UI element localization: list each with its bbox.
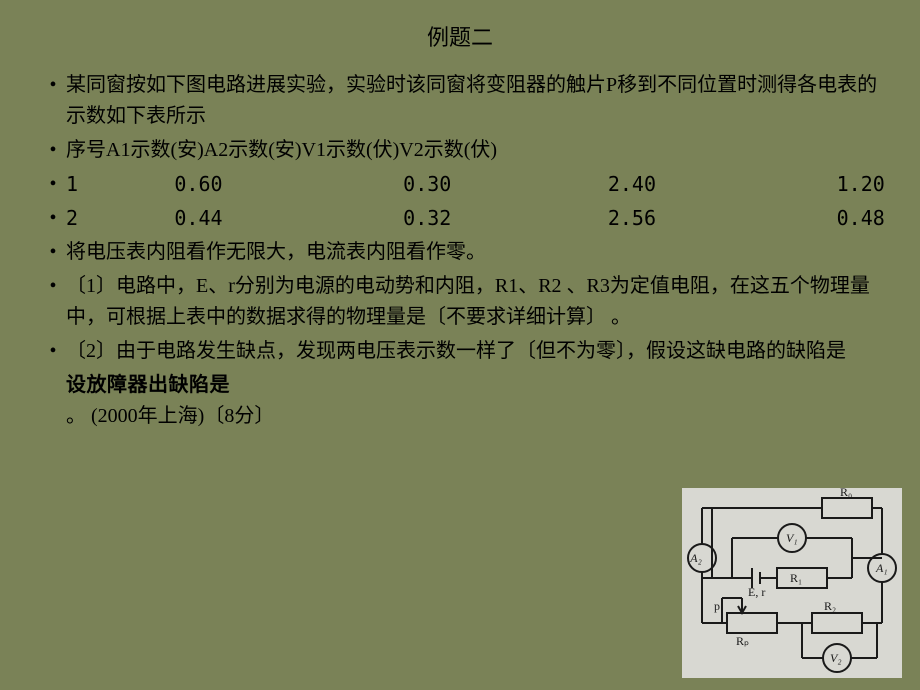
bullet-item: • 序号A1示数(安)A2示数(安)V1示数(伏)V2示数(伏) [40,135,880,166]
bullet-dot: • [40,203,66,234]
slide: 例题二 • 某同窗按如下图电路进展实验，实验时该同窗将变阻器的触片P移到不同位置… [0,0,920,690]
source-year: 。 (2000年上海)〔8分〕 [66,401,880,432]
bullet-text: 序号A1示数(安)A2示数(安)V1示数(伏)V2示数(伏) [66,135,880,166]
bullet-text: 将电压表内阻看作无限大，电流表内阻看作零。 [66,237,880,268]
bullet-text: 〔1〕电路中，E、r分别为电源的电动势和内阻，R1、R2 、R3为定值电阻，在这… [66,271,880,333]
bullet-item: • 将电压表内阻看作无限大，电流表内阻看作零。 [40,237,880,268]
slide-content: • 某同窗按如下图电路进展实验，实验时该同窗将变阻器的触片P移到不同位置时测得各… [40,70,880,432]
label-a1: A₁ [875,561,888,575]
data-row-1: 1 0.60 0.30 2.40 1.20 [66,169,885,200]
label-r2: R₂ [824,599,836,613]
overlap-text: 设放障器出缺陷是 [66,370,880,401]
bullet-dot: • [40,70,66,101]
bullet-dot: • [40,237,66,268]
bullet-item: • 〔1〕电路中，E、r分别为电源的电动势和内阻，R1、R2 、R3为定值电阻，… [40,271,880,333]
data-row-2: 2 0.44 0.32 2.56 0.48 [66,203,885,234]
bullet-dot: • [40,135,66,166]
bullet-item: • 1 0.60 0.30 2.40 1.20 [40,169,880,200]
bullet-dot: • [40,169,66,200]
circuit-diagram: R₀ A₂ V₁ A₁ E, r R₁ p Rₚ R₂ V₂ [682,488,902,678]
bullet-dot: • [40,336,66,367]
label-r0: R₀ [840,488,852,499]
bullet-item: • 〔2〕由于电路发生缺点，发现两电压表示数一样了〔但不为零〕，假设这缺电路的缺… [40,336,880,367]
slide-title: 例题二 [40,20,880,52]
label-p: p [714,599,720,613]
bullet-item: • 某同窗按如下图电路进展实验，实验时该同窗将变阻器的触片P移到不同位置时测得各… [40,70,880,132]
bullet-text: 〔2〕由于电路发生缺点，发现两电压表示数一样了〔但不为零〕，假设这缺电路的缺陷是 [66,336,880,367]
bullet-text: 某同窗按如下图电路进展实验，实验时该同窗将变阻器的触片P移到不同位置时测得各电表… [66,70,880,132]
bullet-dot: • [40,271,66,302]
label-rp: Rₚ [736,634,749,648]
bullet-item: • 2 0.44 0.32 2.56 0.48 [40,203,880,234]
label-e: E, r [748,585,765,599]
label-v1: V₁ [786,531,798,545]
label-r1: R₁ [790,571,802,585]
label-v2: V₂ [830,651,842,665]
label-a2: A₂ [689,551,702,565]
